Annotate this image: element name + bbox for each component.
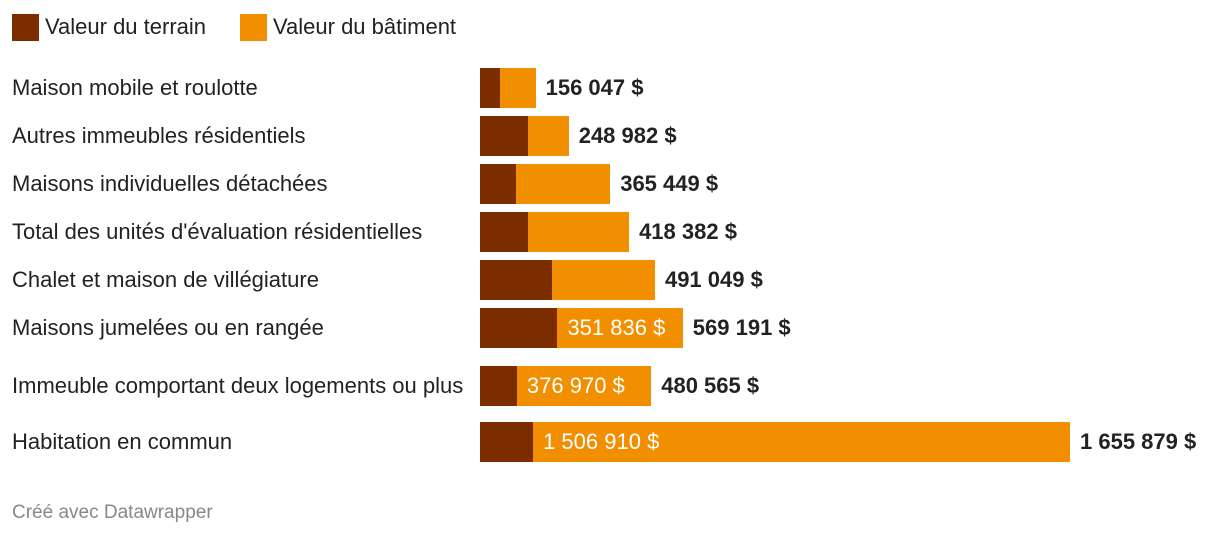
total-label: 569 191 $ (692, 315, 791, 340)
total-label: 248 982 $ (578, 123, 677, 148)
value-label: 351 836 $ (567, 315, 666, 340)
category-label: Maisons individuelles détachées (12, 171, 328, 196)
bar-segment (480, 260, 552, 300)
total-label: 418 382 $ (639, 219, 737, 244)
legend-label: Valeur du terrain (45, 14, 207, 39)
bar-segment (480, 422, 534, 462)
legend-entry: Valeur du terrain (12, 12, 206, 42)
category-label: Habitation en commun (12, 429, 233, 454)
legend-label: Valeur du bâtiment (273, 14, 457, 39)
category-label: Maisons jumelées ou en rangée (12, 315, 324, 340)
bar-segment (515, 164, 611, 204)
bar-segment (480, 116, 528, 156)
footer: Créé avec Datawrapper (12, 502, 213, 523)
total-label: 156 047 $ (545, 75, 644, 100)
total-label: 480 565 $ (661, 373, 760, 398)
bar-segment (527, 116, 569, 156)
bar-segment (527, 212, 630, 252)
bar-segment (480, 366, 517, 406)
category-label: Autres immeubles résidentiels (12, 123, 306, 148)
category-label: Maison mobile et roulotte (12, 75, 258, 100)
category-label: Total des unités d'évaluation résidentie… (12, 219, 423, 244)
bar-segment (480, 212, 528, 252)
value-label: 1 506 910 $ (543, 429, 660, 454)
bar-segment (516, 366, 652, 406)
bar-segment (480, 308, 558, 348)
bar-segment (480, 68, 500, 108)
legend-swatch (12, 13, 39, 41)
category-label: Immeuble comportant deux logements ou pl… (12, 373, 464, 398)
total-label: 365 449 $ (620, 171, 719, 196)
total-label: 491 049 $ (664, 267, 763, 292)
value-label: 376 970 $ (526, 373, 625, 398)
bar-segment (499, 68, 536, 108)
legend-entry: Valeur du bâtiment (240, 12, 456, 42)
bar-segment (533, 422, 1070, 462)
bar-segment (480, 164, 516, 204)
total-label: 1 655 879 $ (1080, 429, 1197, 454)
legend-swatch (240, 13, 267, 41)
category-label: Chalet et maison de villégiature (12, 267, 319, 292)
bar-segment (557, 308, 683, 348)
bar-segment (551, 260, 655, 300)
